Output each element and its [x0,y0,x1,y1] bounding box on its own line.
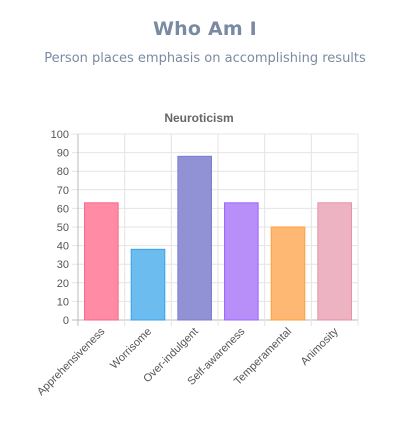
y-tick-label: 10 [57,296,69,308]
x-tick-label: Apprehensiveness [35,325,108,398]
bar-apprehensiveness [84,202,119,321]
y-tick-label: 40 [57,241,69,253]
y-tick-label: 60 [57,203,69,215]
y-tick-label: 70 [57,185,69,197]
chart-title: Neuroticism [164,111,233,125]
x-tick-label: Worrisome [108,326,154,372]
chart-grid [72,133,359,326]
page-title: Who Am I [153,18,257,40]
y-tick-label: 80 [57,166,69,178]
y-tick-label: 50 [57,222,69,234]
bar-temperamental [270,226,306,321]
y-tick-label: 90 [57,148,69,160]
bar-worrisome [130,248,166,321]
x-tick-label: Animosity [299,325,342,368]
y-axis-ticks: 0 10 20 30 40 50 60 70 80 90 100 [51,129,69,327]
x-axis-ticks: Apprehensiveness WorrisomeOver-indulgentS… [35,325,341,398]
y-tick-label: 100 [51,129,69,141]
bar-self-awareness [224,202,259,321]
y-tick-label: 20 [57,278,69,290]
y-tick-label: 0 [63,315,69,327]
y-tick-label: 30 [57,259,69,271]
bar-over-indulgent [177,155,212,321]
chart-bars [84,155,352,321]
page-subtitle: Person places emphasis on accomplishing … [44,51,366,66]
bar-animosity [317,202,352,321]
